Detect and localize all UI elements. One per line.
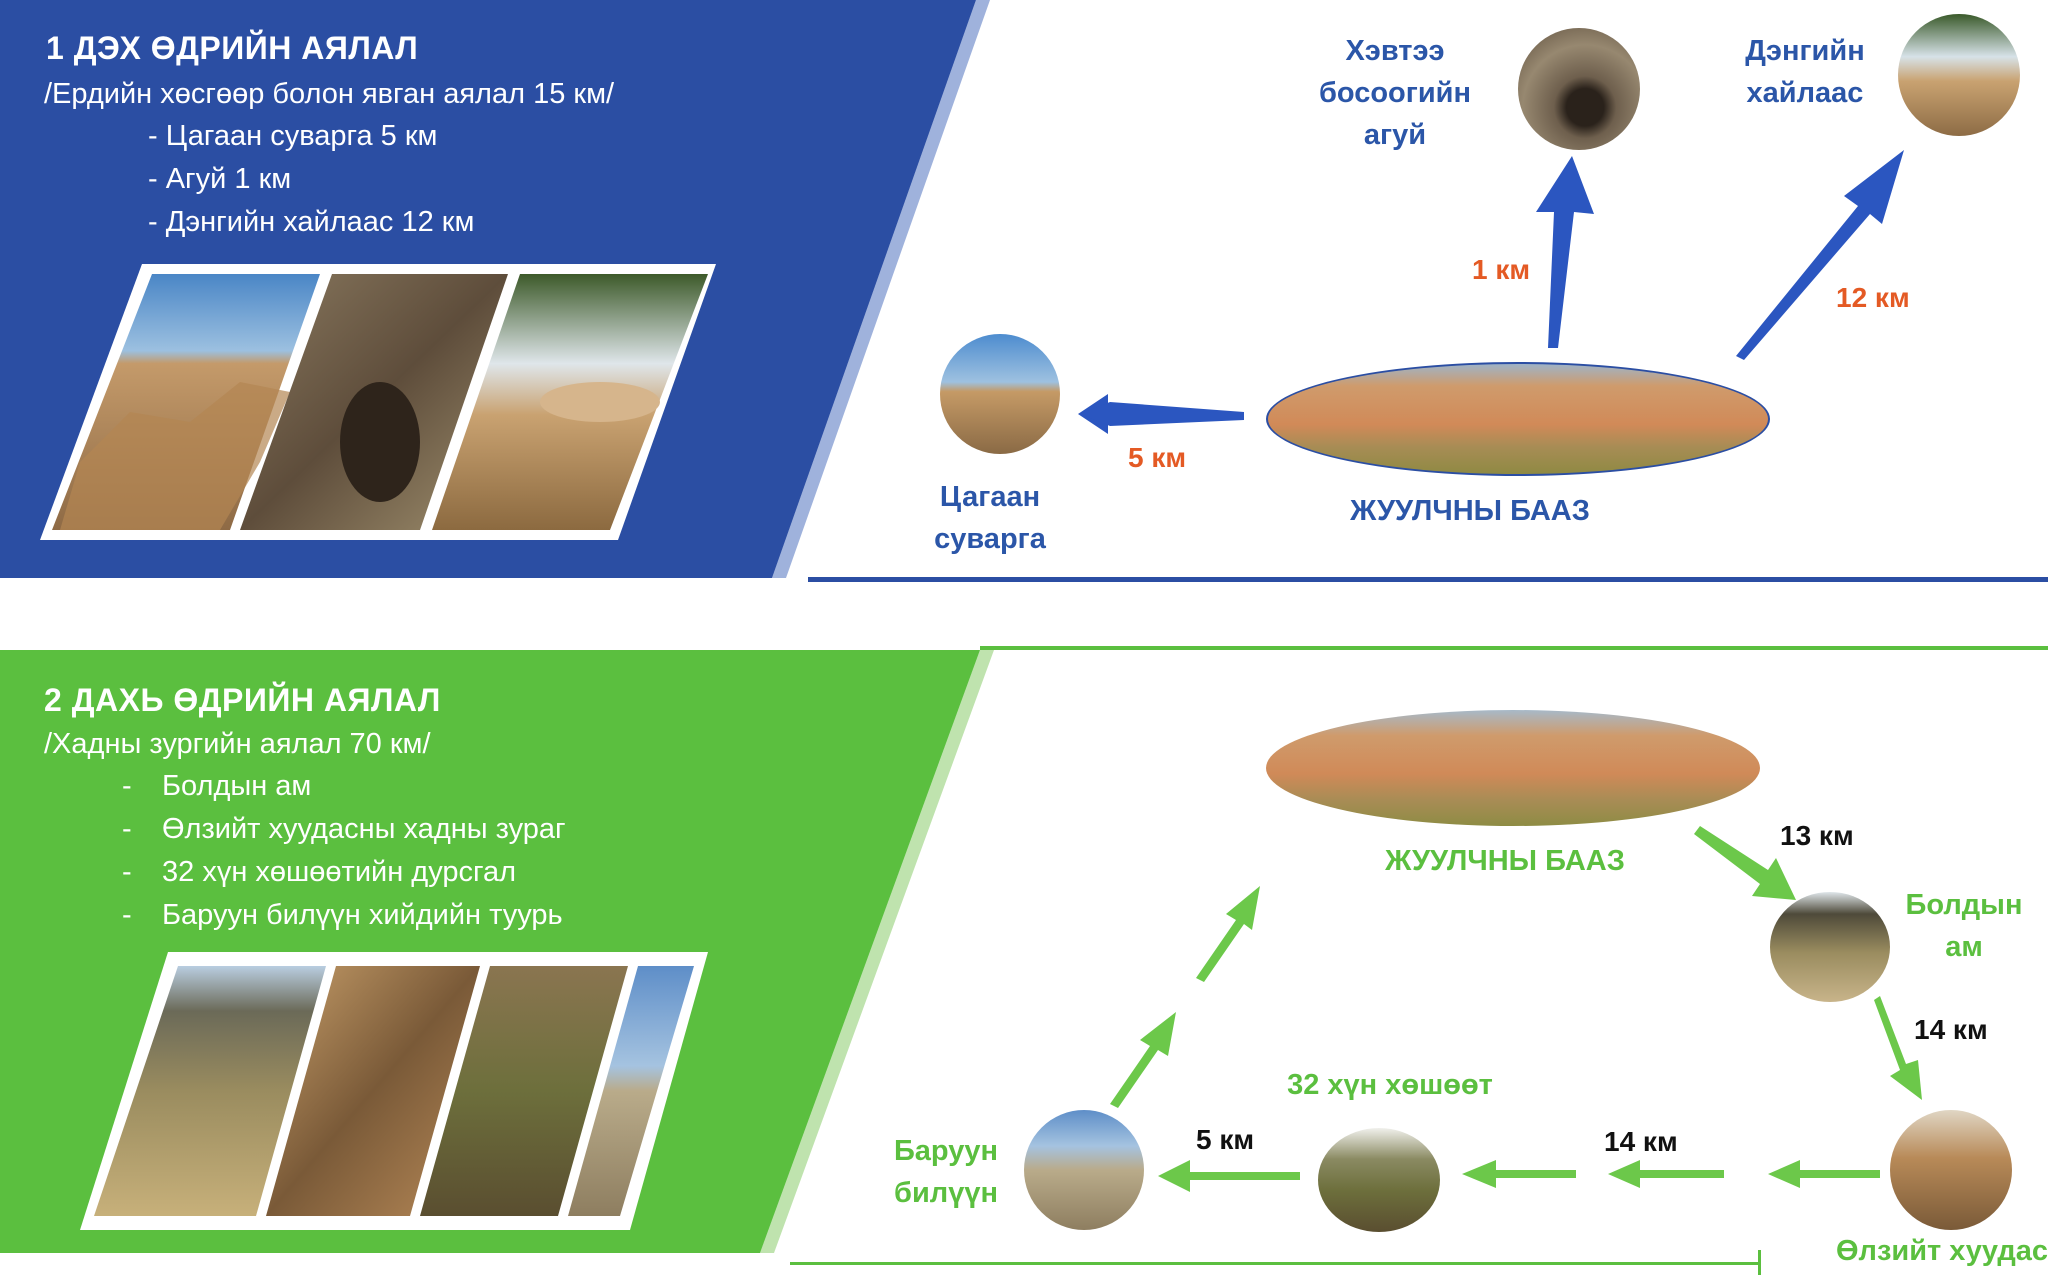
- ulziit-label: Өлзийт хуудас: [1836, 1235, 2048, 1267]
- km-cave: 1 км: [1472, 254, 1531, 285]
- day2-photo-strip: [80, 952, 708, 1230]
- km-14b: 14 км: [1604, 1126, 1678, 1157]
- day2-item-1: - Болдын ам: [122, 770, 312, 802]
- arrow-baruun-seg2: [1196, 886, 1260, 982]
- statue-photo: [1318, 1128, 1440, 1232]
- baruun-label: Баруун билүүн: [893, 1135, 999, 1209]
- arrow-ulziit-seg3: [1462, 1160, 1576, 1188]
- arrow-to-elm: [1736, 150, 1904, 360]
- day2-bottom-tick: [1758, 1250, 1761, 1275]
- day1-divider-line: [808, 577, 2048, 582]
- day2-item-3: -32 хүн хөшөөтийн дурсгал: [122, 856, 517, 888]
- boldyn-photo: [1770, 892, 1890, 1002]
- day1-base-photo: [1266, 362, 1770, 476]
- stupa-label: Цагаан суварга: [934, 481, 1046, 555]
- baruun-photo: [1024, 1110, 1144, 1230]
- ulziit-photo: [1890, 1110, 2012, 1230]
- day1-item-2: - Агуй 1 км: [148, 163, 292, 195]
- day2-subtitle: /Хадны зургийн аялал 70 км/: [44, 728, 431, 760]
- elm-photo: [1898, 14, 2020, 136]
- km-13: 13 км: [1780, 820, 1854, 851]
- arrow-statue-to-baruun: [1158, 1160, 1300, 1192]
- arrow-to-stupa-body: [1080, 402, 1244, 426]
- day1-subtitle: /Ердийн хөсгөөр болон явган аялал 15 км/: [44, 78, 615, 110]
- day2-title: 2 ДАХЬ ӨДРИЙН АЯЛАЛ: [44, 682, 441, 718]
- arrow-ulziit-seg1: [1768, 1160, 1880, 1188]
- km-14a: 14 км: [1914, 1014, 1988, 1045]
- day1-base-label: ЖУУЛЧНЫ БААЗ: [1350, 495, 1590, 527]
- cave-label: Хэвтээ босоогийн агуй: [1318, 35, 1472, 151]
- km-5: 5 км: [1196, 1124, 1255, 1155]
- day2-bottom-line: [790, 1262, 1760, 1265]
- stupa-photo: [940, 334, 1060, 454]
- day2-base-photo: [1266, 710, 1760, 826]
- day2-top-line: [980, 646, 2048, 650]
- arrow-baruun-seg1: [1110, 1012, 1176, 1108]
- boldyn-label: Болдын ам: [1905, 889, 2023, 963]
- arrow-boldyn-to-ulziit: [1874, 996, 1922, 1100]
- arrow-ulziit-seg2: [1608, 1160, 1724, 1188]
- day2-item-4: - Баруун билүүн хийдийн туурь: [122, 899, 563, 931]
- day2-base-label: ЖУУЛЧНЫ БААЗ: [1385, 845, 1625, 877]
- km-stupa: 5 км: [1128, 442, 1187, 473]
- day1-item-1: - Цагаан суварга 5 км: [148, 120, 438, 152]
- arrow-base-to-boldyn: [1694, 826, 1796, 900]
- cave-photo: [1518, 28, 1640, 150]
- day1-item-3: - Дэнгийн хайлаас 12 км: [148, 206, 475, 238]
- statue-label: 32 хүн хөшөөт: [1287, 1069, 1493, 1101]
- day2-item-2: - Өлзийт хуудасны хадны зураг: [122, 813, 566, 845]
- day1-photo-strip: [40, 264, 716, 540]
- arrow-to-cave-body: [1536, 156, 1594, 348]
- day1-title: 1 ДЭХ ӨДРИЙН АЯЛАЛ: [46, 30, 419, 66]
- km-elm: 12 км: [1836, 282, 1910, 313]
- elm-label: Дэнгийн хайлаас: [1745, 35, 1865, 109]
